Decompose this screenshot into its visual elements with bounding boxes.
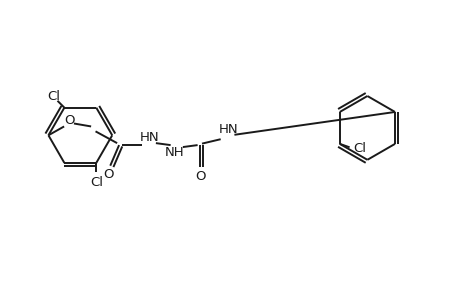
Text: Cl: Cl [47, 90, 60, 104]
Text: HN: HN [218, 123, 238, 136]
Text: HN: HN [140, 131, 159, 144]
Text: O: O [64, 114, 74, 127]
Text: Cl: Cl [352, 142, 365, 155]
Text: O: O [103, 168, 114, 181]
Text: O: O [195, 169, 205, 182]
Text: Cl: Cl [90, 176, 102, 189]
Text: NH: NH [165, 146, 185, 159]
